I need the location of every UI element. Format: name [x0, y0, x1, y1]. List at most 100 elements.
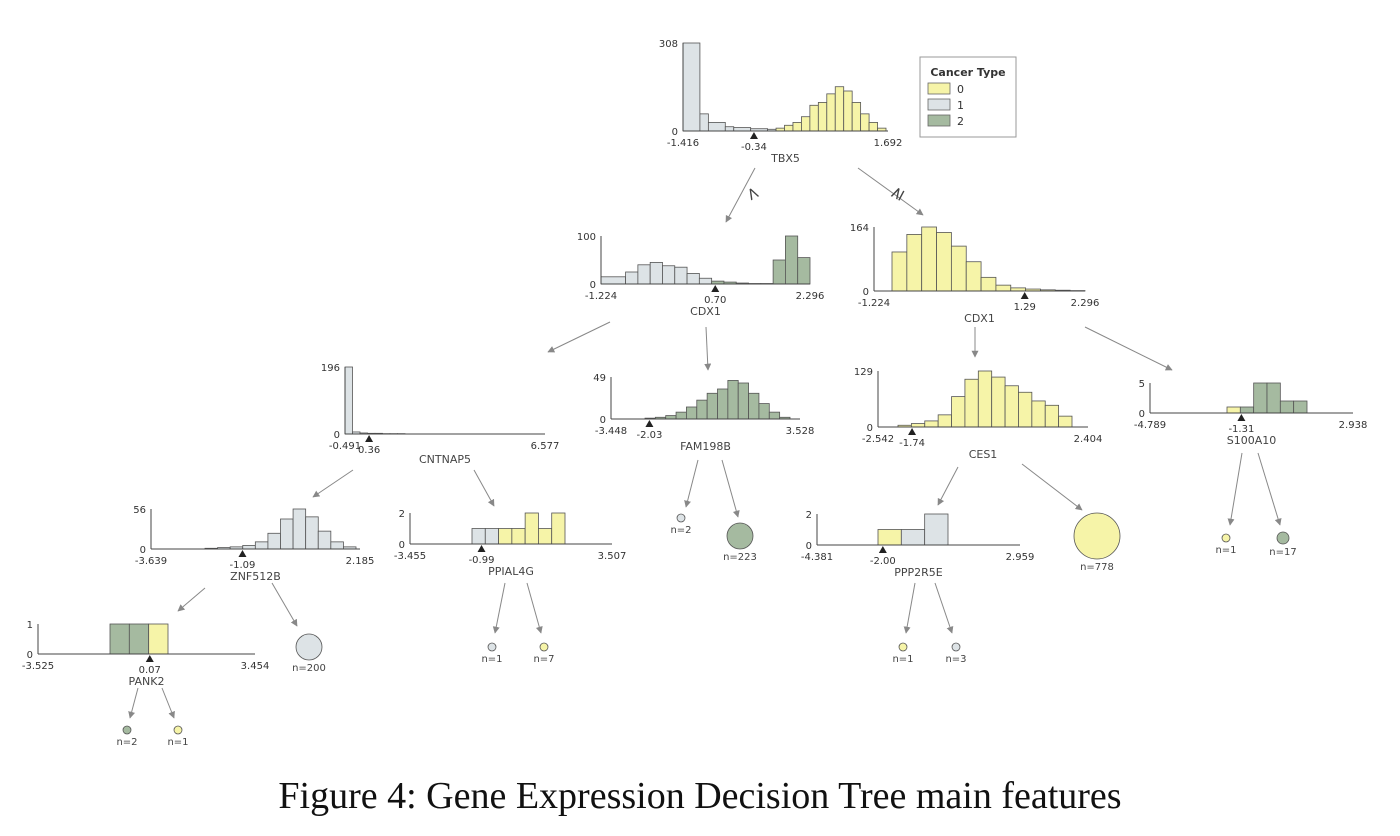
- node-ces1-bar-3: [937, 414, 952, 428]
- edge-cdx1a-fam198b: [704, 326, 712, 371]
- node-ces1-bar-5: [964, 378, 979, 428]
- node-tbx5-bar-9: [792, 122, 802, 132]
- leaf-n7: n=7: [533, 642, 555, 665]
- leaf-n1-pank-circle: [173, 725, 183, 735]
- node-znf512b-feature: ZNF512B: [230, 570, 281, 583]
- node-ces1-xmax: 2.404: [1074, 434, 1103, 445]
- node-ces1-bar-8: [1004, 385, 1019, 428]
- node-ces1-bar-11: [1044, 404, 1060, 428]
- node-ppial4g-ytick-max: 2: [399, 509, 405, 520]
- node-tbx5-feature: TBX5: [770, 152, 800, 165]
- node-fam198b-bar-2: [665, 415, 677, 420]
- node-cntnap5-bar-0: [344, 366, 353, 435]
- node-cntnap5-split-marker: [365, 435, 374, 442]
- leaf-n1-pank-label: n=1: [167, 737, 188, 748]
- leaf-n2-fam-circle: [676, 513, 686, 523]
- leaf-n1-s100: n=1: [1215, 533, 1237, 556]
- node-ppp2r5e-ytick-zero: 0: [806, 541, 812, 552]
- node-tbx5-bar-13: [826, 93, 836, 132]
- node-tbx5-bar-18: [868, 122, 878, 132]
- edge-ppp2r5e-leaf-n1-ppp: [903, 582, 916, 634]
- leaf-n17: n=17: [1269, 531, 1297, 558]
- node-tbx5-bar-17: [860, 113, 870, 132]
- node-ppial4g-split-marker: [477, 545, 486, 552]
- node-ces1-ytick-max: 129: [854, 367, 873, 378]
- node-cdx1a-bar-2: [637, 264, 651, 285]
- node-fam198b-bar-10: [748, 392, 760, 420]
- leaf-n17-label: n=17: [1269, 547, 1296, 558]
- edge-s100a10-leaf-n17: [1257, 452, 1282, 526]
- node-znf512b-bar-4: [254, 541, 269, 550]
- node-ces1-ytick-zero: 0: [867, 423, 873, 434]
- node-tbx5-bar-2: [707, 122, 726, 132]
- node-cdx1a-xmin: -1.224: [585, 291, 617, 302]
- edge-ces1-ppp2r5e: [937, 466, 959, 506]
- node-znf512b-bar-6: [280, 518, 294, 550]
- node-fam198b-bar-8: [727, 380, 739, 420]
- legend-box: [919, 56, 1017, 138]
- leaf-n1-ppial-circle: [487, 642, 497, 652]
- node-s100a10-split-label: -1.31: [1228, 424, 1254, 435]
- leaf-n778-label: n=778: [1080, 562, 1114, 573]
- node-cdx1a-feature: CDX1: [690, 305, 721, 318]
- leaf-n223-circle: [726, 522, 754, 550]
- edge-znf512b-pank2: [177, 587, 206, 612]
- node-cdx1a-bar-14: [785, 235, 799, 285]
- leaf-n1-pank: n=1: [167, 725, 189, 748]
- leaf-n1-ppp-label: n=1: [892, 654, 913, 665]
- node-pank2-split-label: 0.07: [139, 665, 161, 676]
- edge-label-tbx5-cdx1b: ≥: [885, 183, 909, 205]
- node-tbx5-bar-8: [784, 124, 794, 132]
- node-pank2-ytick-zero: 0: [27, 650, 33, 661]
- leaf-n2-pank-label: n=2: [116, 737, 137, 748]
- node-cdx1b-xmax: 2.296: [1071, 298, 1100, 309]
- leaf-n1-s100-circle: [1221, 533, 1231, 543]
- node-fam198b: 0 49 -3.448 3.528 -2.03 FAM198B: [593, 373, 814, 453]
- node-ppial4g-bar-3: [511, 528, 526, 545]
- node-s100a10-feature: S100A10: [1227, 434, 1277, 447]
- node-ces1-bar-6: [977, 370, 993, 428]
- node-s100a10-bar-2: [1253, 382, 1268, 414]
- node-cdx1b-split-label: 1.29: [1014, 302, 1036, 313]
- node-cntnap5-ytick-zero: 0: [334, 430, 340, 441]
- edge-cdx1a-cntnap5: [547, 321, 611, 353]
- node-tbx5-split-marker: [749, 132, 758, 139]
- node-ppial4g-split-label: -0.99: [469, 555, 495, 566]
- node-cntnap5-ytick-max: 196: [321, 363, 340, 374]
- node-znf512b-split-marker: [238, 550, 247, 557]
- node-znf512b-bar-5: [267, 532, 281, 550]
- leaf-n1-ppial: n=1: [481, 642, 503, 665]
- node-cdx1a-bar-13: [772, 259, 786, 285]
- node-tbx5-bar-0: [682, 42, 701, 132]
- node-pank2-xmin: -3.525: [22, 661, 54, 672]
- node-ces1-bar-2: [924, 420, 939, 428]
- node-fam198b-bar-5: [696, 399, 708, 420]
- node-pank2-bar-0: [109, 623, 130, 655]
- node-tbx5-ytick-zero: 0: [672, 127, 678, 138]
- node-ppial4g-xmax: 3.507: [598, 551, 627, 562]
- leaf-n778: n=778: [1073, 512, 1121, 573]
- legend-label-2: 2: [957, 115, 964, 128]
- node-pank2-ytick-max: 1: [27, 620, 33, 631]
- node-pank2-bar-2: [148, 623, 169, 655]
- legend-swatch-0: [927, 82, 951, 95]
- leaf-n223-label: n=223: [723, 552, 757, 563]
- node-ppial4g-bar-2: [498, 528, 513, 545]
- edge-ppp2r5e-leaf-n3: [934, 582, 954, 634]
- node-fam198b-bar-3: [675, 411, 687, 420]
- node-znf512b-bar-3: [242, 545, 256, 550]
- leaf-n1-s100-label: n=1: [1215, 545, 1236, 556]
- node-fam198b-bar-12: [768, 411, 781, 420]
- figure-caption: Figure 4: Gene Expression Decision Tree …: [278, 775, 1122, 817]
- node-cdx1a-bar-3: [649, 261, 663, 285]
- node-ppp2r5e-split-label: -2.00: [870, 556, 896, 567]
- node-znf512b-ytick-zero: 0: [140, 545, 146, 556]
- edge-fam198b-leaf-n2-fam: [684, 459, 699, 508]
- node-ppial4g-ytick-zero: 0: [399, 540, 405, 551]
- node-tbx5-bar-12: [817, 102, 828, 132]
- legend-label-0: 0: [957, 83, 964, 96]
- leaf-n3-circle: [951, 642, 961, 652]
